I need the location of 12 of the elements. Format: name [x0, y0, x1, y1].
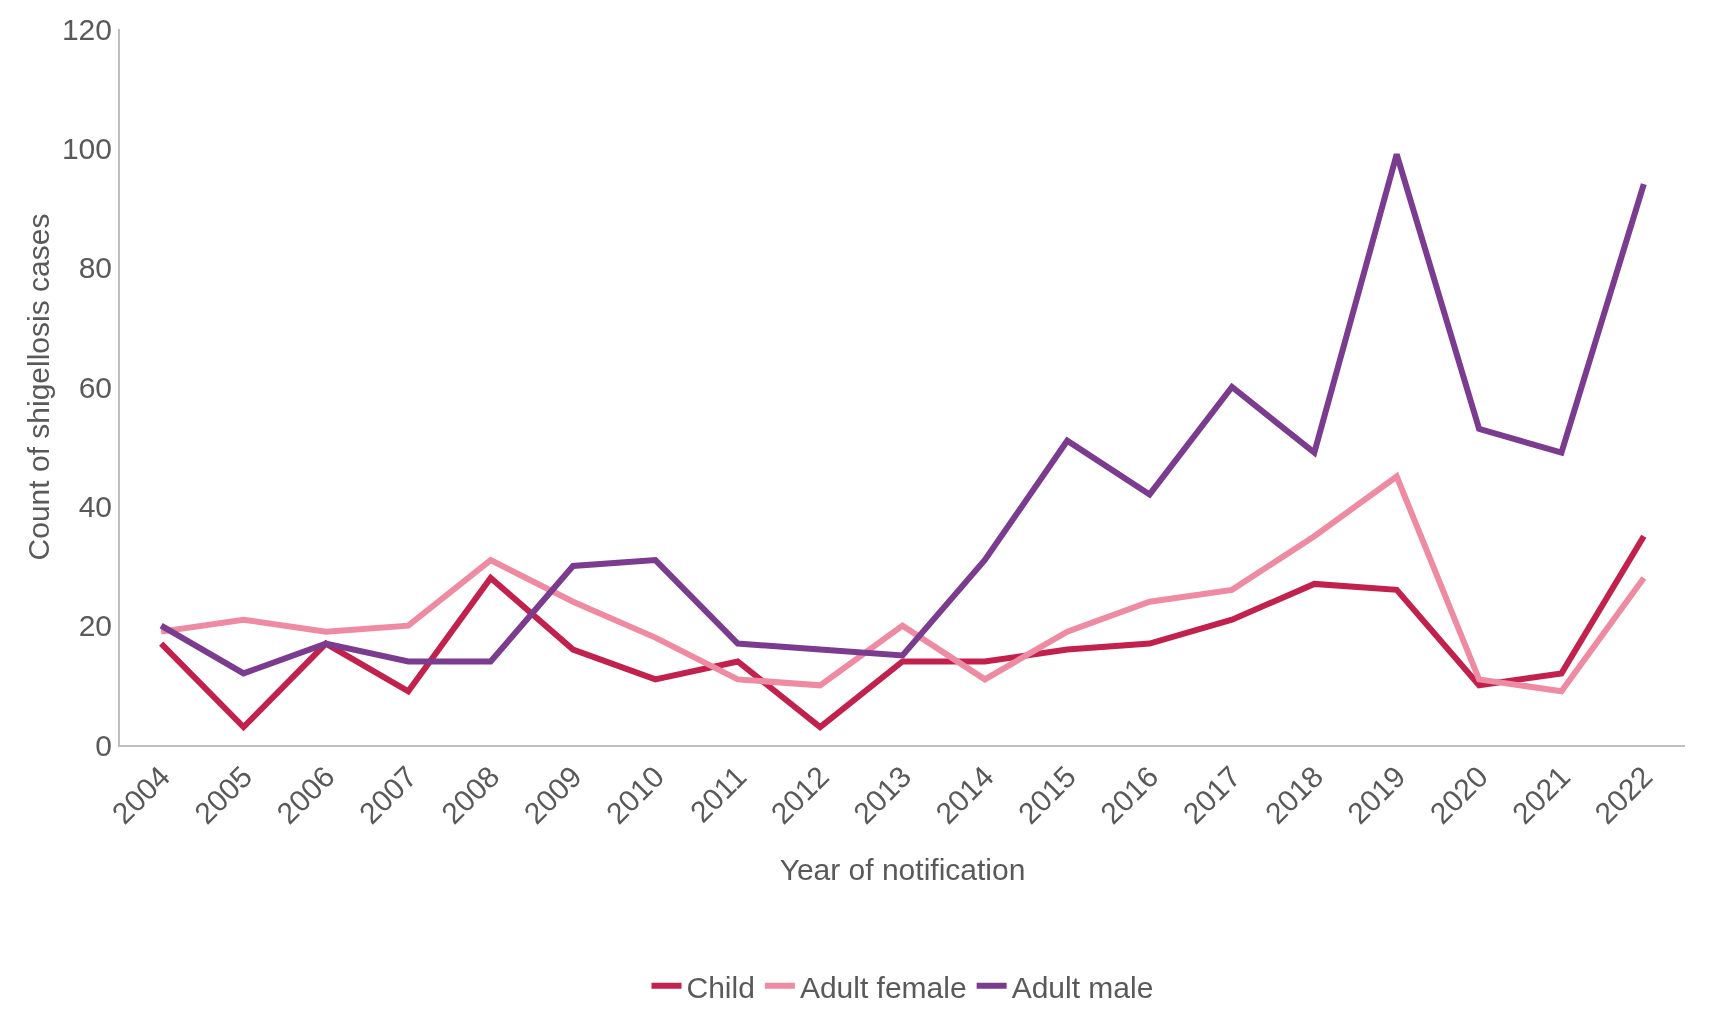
- y-tick-label: 80: [78, 251, 112, 285]
- y-tick-label: 120: [61, 12, 112, 46]
- legend-label: Child: [686, 970, 755, 1004]
- x-axis-title: Year of notification: [779, 853, 1026, 887]
- legend-label: Adult female: [799, 970, 967, 1004]
- y-tick-label: 0: [95, 728, 112, 762]
- y-tick-label: 100: [61, 131, 112, 165]
- y-tick-label: 40: [78, 489, 112, 523]
- legend-label: Adult male: [1011, 970, 1154, 1004]
- y-tick-label: 20: [78, 609, 112, 643]
- y-axis-title: Count of shigellosis cases: [22, 213, 55, 561]
- y-tick-label: 60: [78, 370, 112, 404]
